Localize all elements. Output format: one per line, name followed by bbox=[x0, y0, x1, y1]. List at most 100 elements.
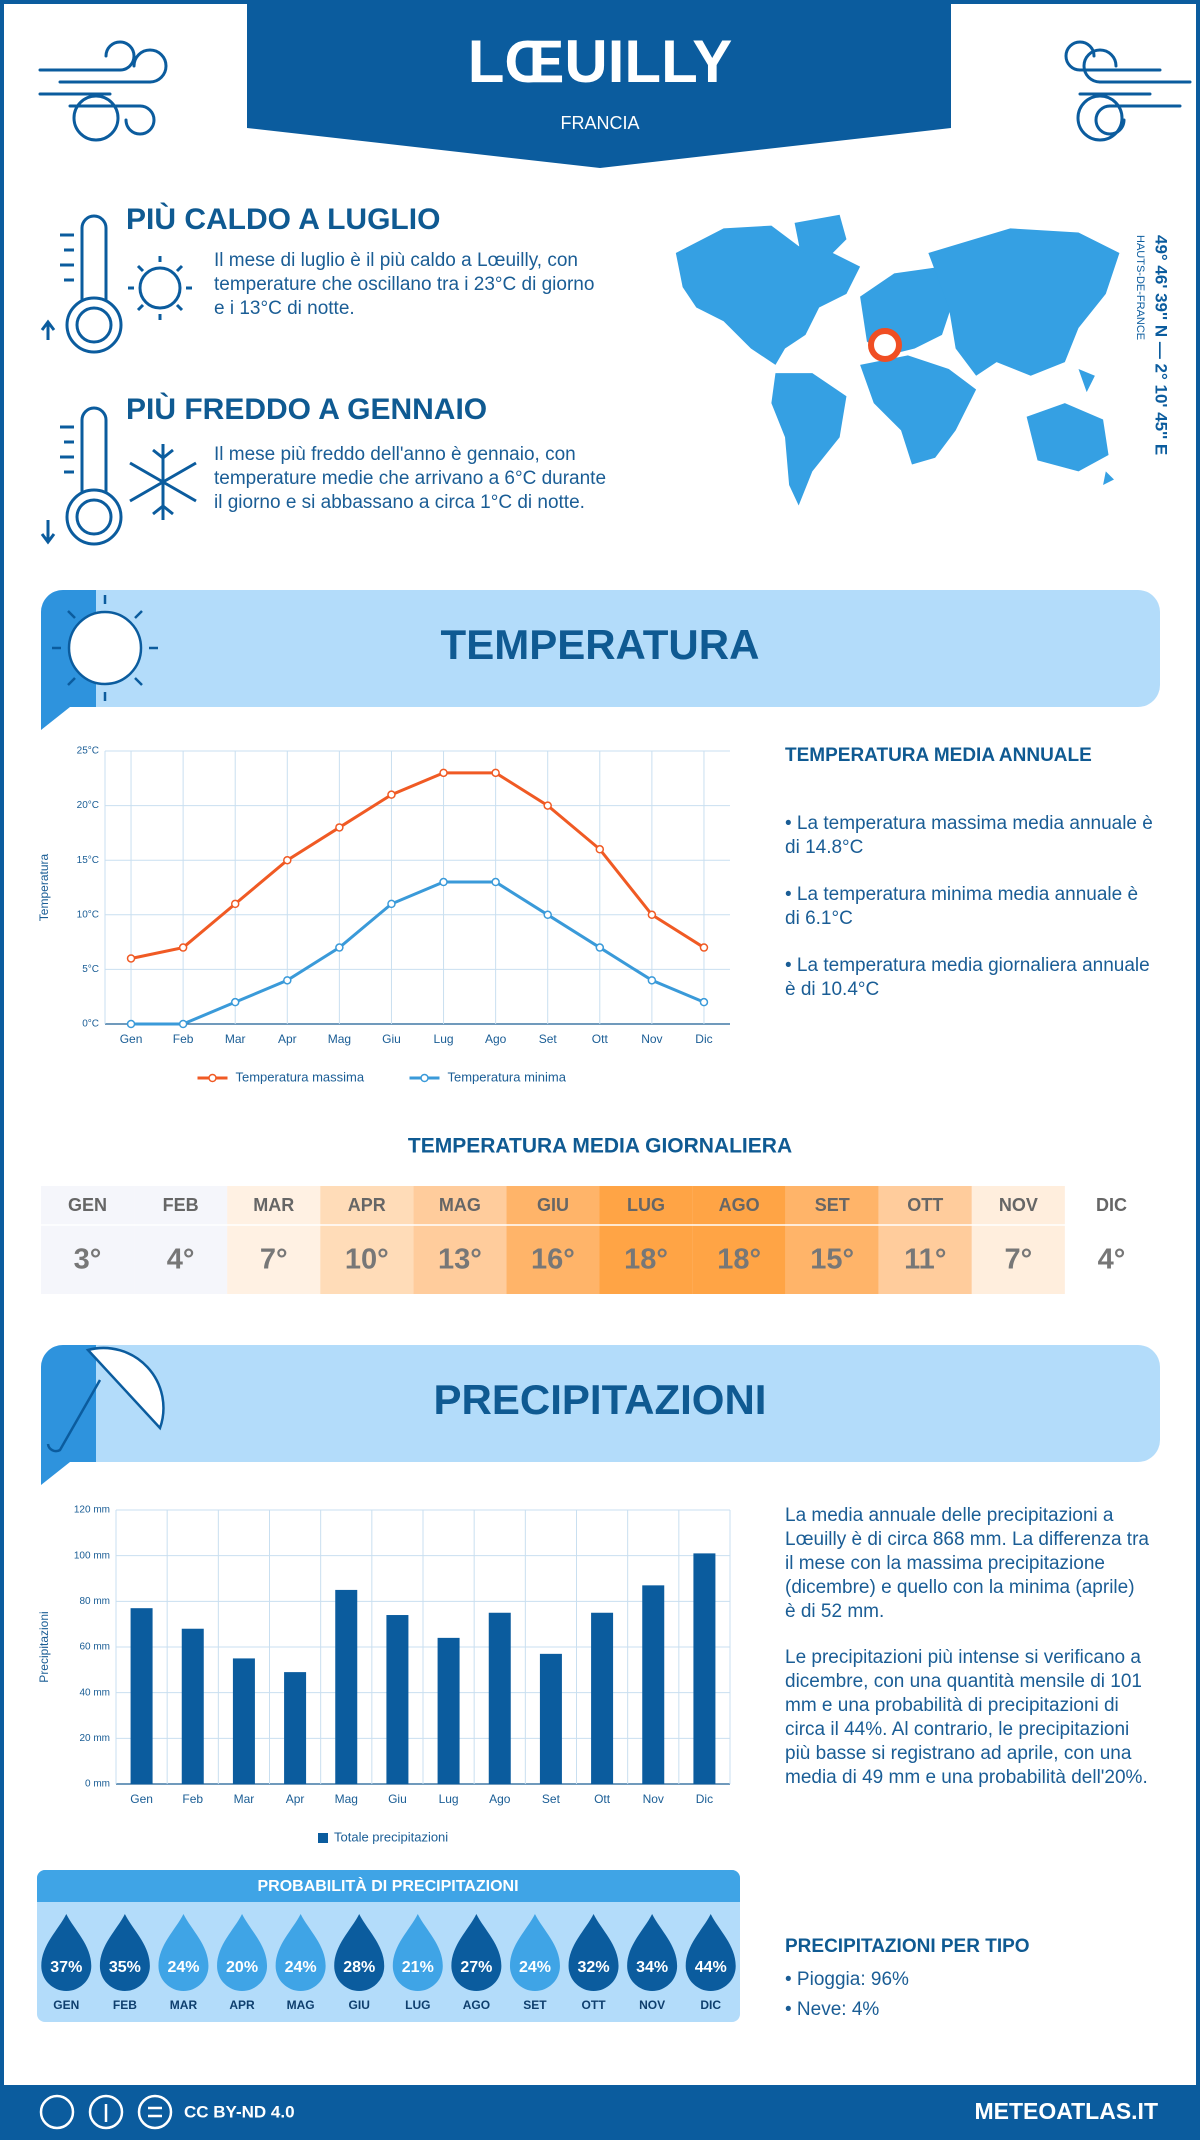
line-series bbox=[130, 771, 705, 960]
table-cell bbox=[1064, 1186, 1158, 1294]
site-name[interactable]: METEOATLAS.IT bbox=[974, 2098, 1158, 2124]
probability-drop bbox=[158, 1914, 209, 1991]
line-point bbox=[439, 768, 448, 778]
table-cell bbox=[134, 1186, 228, 1294]
precip-paragraph: La media annuale delle precipitazioni a … bbox=[785, 1505, 1149, 1622]
legend-marker bbox=[420, 1073, 429, 1083]
line-point bbox=[491, 768, 500, 778]
line-point bbox=[387, 899, 396, 909]
probability-value: 34% bbox=[636, 1959, 668, 1976]
table-cell bbox=[320, 1186, 414, 1294]
x-tick-label: Mag bbox=[335, 1792, 358, 1806]
probability-value: 37% bbox=[50, 1959, 82, 1976]
y-axis-label: Temperatura bbox=[37, 853, 51, 921]
highlight-text: Il mese più freddo dell'anno è gennaio, … bbox=[214, 444, 607, 513]
probability-drop bbox=[627, 1914, 678, 1991]
country: FRANCIA bbox=[560, 113, 639, 133]
probability-value: 32% bbox=[578, 1959, 610, 1976]
section-title: PRECIPITAZIONI bbox=[434, 1376, 767, 1423]
bar bbox=[693, 1553, 716, 1784]
x-tick-label: Ott bbox=[592, 1032, 609, 1046]
city-title: LŒUILLY bbox=[468, 28, 732, 95]
region: HAUTS-DE-FRANCE bbox=[1134, 235, 1146, 340]
line-point bbox=[178, 943, 188, 952]
world-map bbox=[675, 214, 1120, 506]
probability-month: DIC bbox=[700, 1998, 721, 2012]
probability-drop bbox=[99, 1914, 150, 1991]
table-value: 7° bbox=[1005, 1244, 1033, 1276]
line-point bbox=[126, 1019, 136, 1029]
probability-value: 24% bbox=[285, 1959, 317, 1976]
x-tick-label: Lug bbox=[439, 1792, 459, 1806]
table-month: LUG bbox=[627, 1195, 665, 1215]
y-tick-label: 25°C bbox=[77, 746, 99, 757]
line-point bbox=[335, 943, 344, 952]
type-item: • Pioggia: 96% bbox=[785, 1969, 909, 1990]
probability-value: 44% bbox=[695, 1959, 727, 1976]
probability-value: 21% bbox=[402, 1959, 434, 1976]
bar bbox=[539, 1653, 562, 1784]
bar bbox=[591, 1612, 614, 1784]
license-icons bbox=[39, 2094, 173, 2130]
bar bbox=[181, 1628, 204, 1784]
license: CC BY-ND 4.0 bbox=[184, 2102, 295, 2121]
table-cell bbox=[692, 1186, 786, 1294]
section-title: TEMPERATURA bbox=[441, 621, 760, 668]
probability-value: 24% bbox=[167, 1959, 199, 1976]
legend-label: Totale precipitazioni bbox=[334, 1829, 448, 1844]
y-tick-label: 20 mm bbox=[79, 1733, 110, 1744]
line-point bbox=[230, 997, 240, 1007]
table-value: 3° bbox=[74, 1244, 102, 1276]
table-month: MAG bbox=[439, 1195, 481, 1215]
line-point bbox=[283, 976, 292, 985]
x-tick-label: Nov bbox=[643, 1792, 664, 1806]
x-tick-label: Mar bbox=[225, 1032, 246, 1046]
sun-icon bbox=[52, 595, 158, 701]
probability-drop bbox=[41, 1914, 92, 1991]
table-cell bbox=[227, 1186, 321, 1294]
table-month: FEB bbox=[163, 1195, 199, 1215]
probability-month: FEB bbox=[113, 1998, 137, 2012]
table-month: GEN bbox=[68, 1195, 107, 1215]
x-tick-label: Apr bbox=[286, 1792, 305, 1806]
table-month: AGO bbox=[719, 1195, 760, 1215]
line-point bbox=[178, 1019, 188, 1029]
x-tick-label: Apr bbox=[278, 1032, 297, 1046]
legend-swatch bbox=[318, 1833, 328, 1843]
probability-month: SET bbox=[523, 1998, 547, 2012]
location-marker bbox=[868, 328, 902, 362]
x-tick-label: Feb bbox=[173, 1032, 194, 1046]
header-banner bbox=[247, 0, 951, 168]
probability-month: LUG bbox=[405, 1998, 430, 2012]
footer bbox=[0, 2085, 1200, 2140]
probability-month: OTT bbox=[582, 1998, 607, 2012]
legend-marker bbox=[208, 1073, 217, 1083]
legend-label: Temperatura massima bbox=[236, 1069, 365, 1084]
y-tick-label: 100 mm bbox=[74, 1550, 110, 1561]
line-point bbox=[647, 910, 657, 920]
type-title: PRECIPITAZIONI PER TIPO bbox=[785, 1936, 1030, 1957]
bar bbox=[488, 1612, 511, 1784]
probability-month: GIU bbox=[349, 1998, 370, 2012]
annual-item: • La temperatura media giornaliera annua… bbox=[785, 955, 1150, 1000]
x-tick-label: Mag bbox=[328, 1032, 351, 1046]
probability-month: GEN bbox=[53, 1998, 79, 2012]
table-month: SET bbox=[815, 1195, 850, 1215]
y-tick-label: 0 mm bbox=[85, 1779, 110, 1790]
annual-title: TEMPERATURA MEDIA ANNUALE bbox=[785, 745, 1092, 766]
annual-item: • La temperatura minima media annuale è … bbox=[785, 884, 1139, 929]
precip-paragraph: Le precipitazioni più intense si verific… bbox=[785, 1647, 1148, 1788]
coordinates: 49° 46' 39'' N — 2° 10' 45'' E bbox=[1152, 235, 1171, 455]
table-cell bbox=[41, 1186, 135, 1294]
table-cell bbox=[785, 1186, 879, 1294]
x-tick-label: Ago bbox=[485, 1032, 507, 1046]
line-point bbox=[283, 855, 292, 865]
umbrella-icon bbox=[46, 1346, 165, 1453]
line-point bbox=[387, 790, 396, 799]
line-point bbox=[543, 801, 552, 810]
x-tick-label: Gen bbox=[120, 1032, 143, 1046]
probability-header bbox=[37, 1870, 740, 1902]
x-tick-label: Ott bbox=[594, 1792, 611, 1806]
thermometer-hot-icon bbox=[40, 214, 192, 354]
